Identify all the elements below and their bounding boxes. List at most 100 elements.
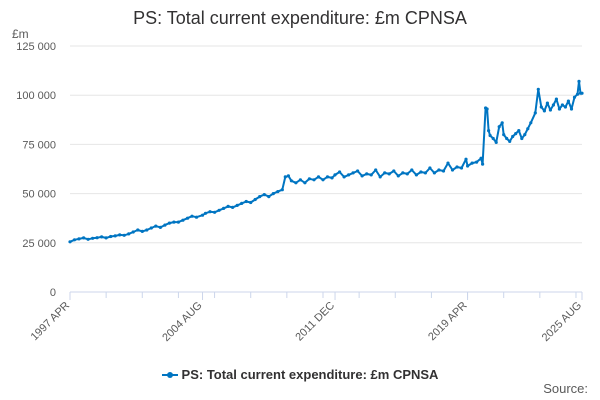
data-point: [566, 99, 571, 103]
data-point: [517, 129, 521, 133]
data-point: [72, 238, 77, 242]
data-point: [511, 134, 515, 139]
data-point: [249, 200, 253, 205]
data-point: [475, 160, 479, 164]
data-point: [470, 161, 474, 165]
x-axis: 1997 APR 2004 AUG 2011 DEC 2019 APR 2025 AUG: [29, 291, 584, 344]
data-point: [414, 173, 418, 177]
data-point: [360, 174, 364, 178]
data-point: [208, 210, 212, 214]
data-point: [149, 226, 153, 230]
data-point: [330, 176, 334, 180]
data-point: [491, 136, 495, 141]
data-point: [307, 177, 311, 181]
data-point: [551, 103, 556, 107]
data-point: [200, 213, 205, 217]
data-point: [548, 108, 553, 112]
data-point: [529, 121, 533, 125]
data-point: [533, 111, 537, 115]
data-point: [464, 157, 468, 161]
data-point: [572, 95, 577, 99]
data-point: [262, 193, 266, 197]
data-point: [554, 97, 559, 101]
data-point: [181, 218, 185, 222]
data-point: [455, 165, 459, 169]
data-point: [131, 230, 135, 234]
data-point: [145, 228, 149, 232]
data-point: [77, 237, 81, 241]
data-point: [410, 168, 414, 172]
data-point: [163, 223, 167, 227]
data-point: [392, 169, 396, 173]
data-point: [82, 236, 86, 240]
data-point: [560, 103, 565, 107]
data-point: [542, 109, 547, 113]
data-point: [113, 234, 117, 238]
data-point: [122, 233, 126, 237]
y-tick-label: 0: [50, 287, 56, 299]
data-point: [539, 105, 543, 109]
gridlines: [70, 45, 582, 244]
source-label: Source:: [543, 381, 588, 396]
data-point: [276, 190, 280, 194]
data-point: [267, 195, 271, 199]
data-point: [118, 233, 122, 237]
data-point: [298, 178, 302, 182]
data-point: [419, 170, 423, 174]
data-point: [557, 107, 562, 111]
data-point: [356, 169, 360, 173]
data-point: [374, 168, 378, 172]
data-point: [271, 192, 275, 196]
data-point: [437, 168, 441, 172]
data-point: [485, 107, 489, 111]
data-point: [158, 225, 162, 229]
data-point: [526, 127, 530, 131]
data-point: [536, 87, 540, 91]
x-tick-label: 2004 AUG: [160, 300, 204, 344]
data-point: [577, 79, 581, 83]
data-point: [351, 171, 355, 175]
data-point: [253, 197, 257, 202]
data-point: [136, 228, 140, 232]
data-point: [194, 215, 199, 219]
data-point: [312, 178, 316, 182]
data-point: [497, 125, 501, 129]
data-point: [338, 170, 342, 174]
legend[interactable]: PS: Total current expenditure: £m CPNSA: [0, 366, 600, 382]
data-point: [95, 236, 99, 240]
data-point: [479, 156, 483, 160]
data-point: [450, 168, 455, 172]
y-tick-label: 25 000: [22, 238, 56, 250]
data-point: [226, 204, 230, 208]
data-point: [127, 232, 131, 236]
data-point: [140, 229, 144, 233]
data-point: [347, 173, 351, 177]
data-point: [569, 107, 574, 111]
data-point: [244, 199, 248, 204]
data-point: [68, 240, 72, 244]
y-unit-label: £m: [12, 27, 29, 41]
data-point: [325, 175, 330, 179]
data-point: [423, 171, 427, 175]
data-point: [378, 175, 382, 179]
data-point: [523, 133, 527, 137]
data-point: [514, 132, 518, 136]
data-point: [502, 133, 506, 137]
data-point: [365, 172, 369, 176]
data-point: [321, 178, 325, 182]
data-point: [545, 101, 550, 105]
data-point: [231, 205, 235, 209]
data-point: [494, 140, 498, 144]
data-point: [213, 210, 217, 214]
data-point: [203, 211, 208, 215]
data-point: [104, 236, 108, 240]
data-point: [401, 171, 405, 175]
data-point: [109, 234, 113, 239]
data-point: [580, 91, 584, 95]
data-point: [91, 236, 95, 240]
data-point: [172, 220, 176, 224]
data-point: [217, 208, 221, 212]
data-point: [333, 173, 337, 177]
